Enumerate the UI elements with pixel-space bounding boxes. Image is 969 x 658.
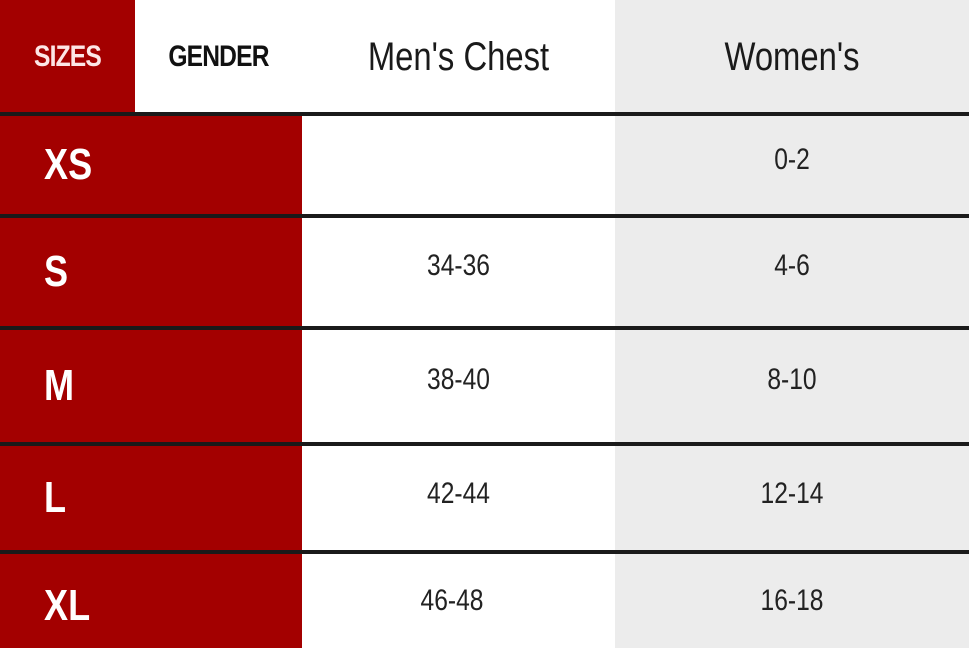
womens-value: 0-2 — [774, 143, 810, 176]
mens-value — [330, 116, 587, 214]
womens-column-background — [615, 0, 969, 648]
mens-value: 46-48 — [420, 584, 484, 617]
row-divider — [0, 442, 969, 446]
header-gender: GENDER — [168, 40, 269, 73]
mens-value: 38-40 — [427, 363, 490, 396]
size-label: S — [44, 247, 69, 296]
row-divider — [0, 326, 969, 330]
womens-value: 16-18 — [760, 584, 824, 617]
womens-value: 12-14 — [760, 477, 824, 510]
size-label: M — [44, 361, 75, 410]
size-label: XS — [44, 140, 93, 189]
header-mens-chest: Men's Chest — [367, 34, 550, 79]
mens-value: 42-44 — [427, 477, 490, 510]
womens-value: 4-6 — [774, 249, 810, 282]
womens-value: 8-10 — [767, 363, 817, 396]
size-label: XL — [44, 581, 91, 630]
row-divider — [0, 550, 969, 554]
mens-value: 34-36 — [427, 249, 490, 282]
sizes-header-background — [0, 0, 135, 114]
row-divider — [0, 214, 969, 218]
header-sizes: SIZES — [33, 40, 102, 73]
row-divider — [0, 112, 969, 116]
sizes-column-background — [0, 114, 302, 648]
size-label: L — [44, 473, 67, 522]
header-womens: Women's — [724, 34, 860, 79]
